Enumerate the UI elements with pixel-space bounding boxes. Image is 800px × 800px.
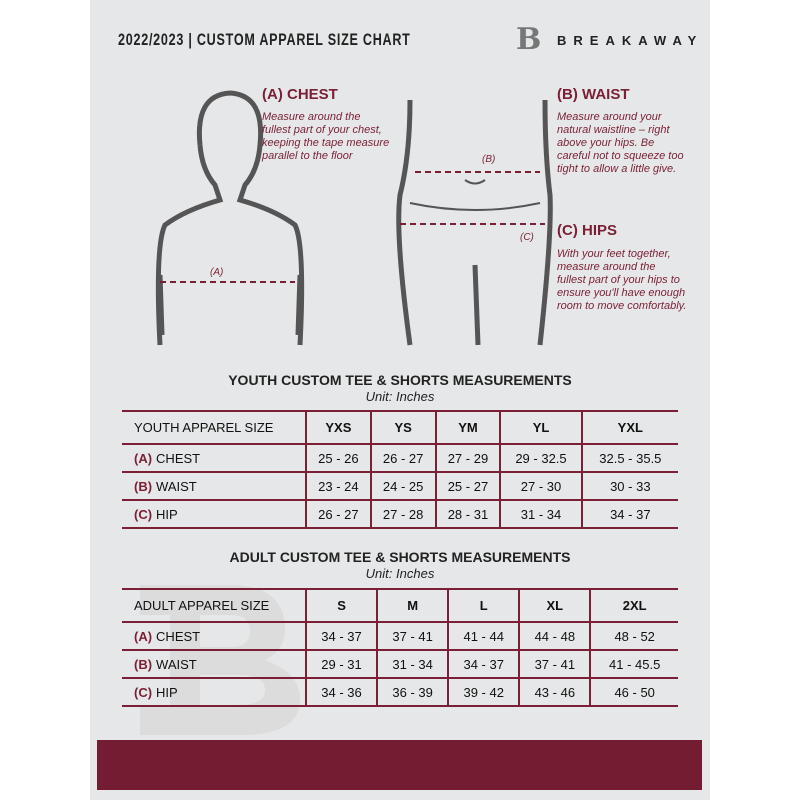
size-header: YS [369,410,436,445]
page-title: 2022/2023 | CUSTOM APPAREL SIZE CHART [118,30,411,49]
cell: 34 - 36 [304,677,378,707]
row-code: (B) [134,656,153,672]
chest-heading: (A) CHEST [262,86,338,103]
table-row: (B) WAIST 23 - 24 24 - 25 25 - 27 27 - 30 30 -… [122,471,678,501]
cell: 36 - 39 [376,677,449,707]
cell: 46 - 50 [589,677,678,707]
cell: 41 - 44 [447,621,520,651]
cell: 25 - 27 [434,471,501,501]
brand-logo-icon: B [516,22,542,57]
cell: 26 - 27 [369,443,436,473]
row-name: HIP [156,506,178,522]
body-illustrations [155,90,553,346]
cell: 31 - 34 [499,499,582,529]
size-header: YXS [305,410,371,445]
hip-marker: (C) [520,232,534,243]
cell: 24 - 25 [369,471,436,501]
cell: 34 - 37 [304,621,378,651]
table-row: (A) CHEST 25 - 26 26 - 27 27 - 29 29 - 32.5 32… [122,443,678,473]
row-name: WAIST [156,656,197,672]
cell: 43 - 46 [518,677,591,707]
row-name: WAIST [156,478,197,494]
cell: 31 - 34 [376,649,449,679]
size-header: YL [499,410,582,445]
cell: 27 - 30 [499,471,582,501]
table-header-row: YOUTH APPAREL SIZE YXS YS YM YL YXL [122,410,678,445]
hips-heading: (C) HIPS [557,222,617,239]
upper-body-figure [155,90,305,346]
adult-size-table: ADULT APPAREL SIZE S M L XL 2XL (A) CHEST… [122,588,678,707]
waist-description: Measure around your natural waistline – … [557,111,684,175]
row-label: (C) HIP [122,677,306,707]
cell: 41 - 45.5 [589,649,678,679]
size-header: XL [518,588,591,623]
row-label: (A) CHEST [122,621,306,651]
table-header-row: ADULT APPAREL SIZE S M L XL 2XL [122,588,678,623]
adult-unit: Unit: Inches [365,566,435,581]
row-name: HIP [156,684,178,700]
row-code: (C) [134,684,153,700]
header-label: YOUTH APPAREL SIZE [122,410,306,445]
cell: 34 - 37 [447,649,520,679]
cell: 37 - 41 [376,621,449,651]
cell: 26 - 27 [305,499,371,529]
cell: 44 - 48 [518,621,591,651]
cell: 27 - 29 [434,443,501,473]
cell: 28 - 31 [434,499,501,529]
waist-heading: (B) WAIST [557,86,630,103]
cell: 37 - 41 [518,649,591,679]
table-row: (A) CHEST 34 - 37 37 - 41 41 - 44 44 - 48 48 -… [122,621,678,651]
youth-size-table: YOUTH APPAREL SIZE YXS YS YM YL YXL (A) C… [122,410,678,529]
chest-description: Measure around the fullest part of your … [262,111,390,162]
size-header: YXL [580,410,678,445]
youth-table-title: YOUTH CUSTOM TEE & SHORTS MEASUREMENTS [228,372,572,388]
cell: 27 - 28 [369,499,436,529]
footer-bar [97,740,702,790]
table-row: (C) HIP 26 - 27 27 - 28 28 - 31 31 - 34 34 - 3… [122,499,678,529]
row-name: CHEST [156,628,201,644]
lower-body-figure [396,99,553,346]
cell: 23 - 24 [305,471,371,501]
cell: 48 - 52 [589,621,678,651]
row-name: CHEST [156,450,201,466]
cell: 29 - 32.5 [499,443,582,473]
size-header: 2XL [589,588,678,623]
row-code: (A) [134,450,153,466]
row-code: (B) [134,478,153,494]
row-label: (A) CHEST [122,443,306,473]
header-label: ADULT APPAREL SIZE [122,588,306,623]
cell: 34 - 37 [580,499,678,529]
row-label: (C) HIP [122,499,306,529]
row-label: (B) WAIST [122,471,306,501]
size-header: YM [434,410,501,445]
cell: 25 - 26 [305,443,371,473]
chest-marker: (A) [210,267,224,278]
cell: 29 - 31 [304,649,378,679]
youth-unit: Unit: Inches [365,389,435,404]
size-header: M [376,588,449,623]
row-code: (A) [134,628,153,644]
adult-table-title: ADULT CUSTOM TEE & SHORTS MEASUREMENTS [229,549,571,565]
cell: 32.5 - 35.5 [580,443,678,473]
waist-marker: (B) [482,154,496,165]
row-code: (C) [134,506,153,522]
size-header: S [304,588,378,623]
table-row: (B) WAIST 29 - 31 31 - 34 34 - 37 37 - 41 41 -… [122,649,678,679]
table-row: (C) HIP 34 - 36 36 - 39 39 - 42 43 - 46 46 - 5… [122,677,678,707]
size-header: L [447,588,520,623]
cell: 30 - 33 [580,471,678,501]
brand-name: BREAKAWAY [557,33,704,48]
row-label: (B) WAIST [122,649,306,679]
cell: 39 - 42 [447,677,520,707]
hips-description: With your feet together, measure around … [557,248,687,312]
